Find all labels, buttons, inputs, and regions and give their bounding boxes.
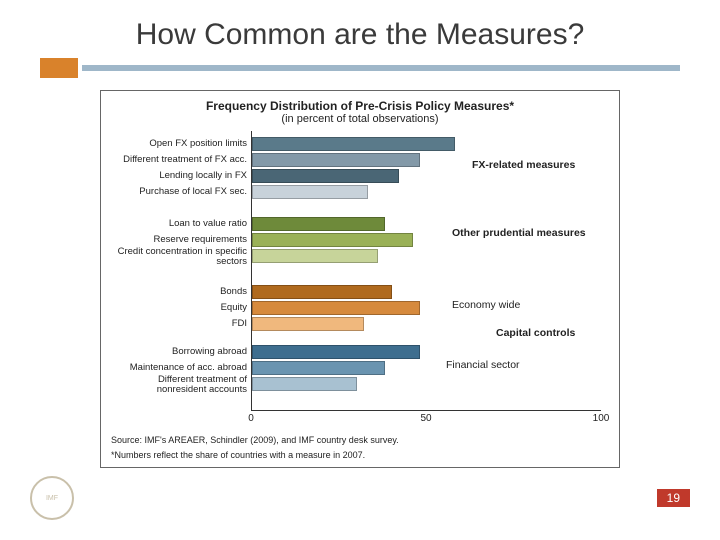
rule-line <box>82 65 680 71</box>
y-axis-label: Reserve requirements <box>111 235 247 245</box>
y-axis-label: Loan to value ratio <box>111 219 247 229</box>
y-axis-label: Different treatment of nonresident accou… <box>111 375 247 395</box>
bar <box>252 317 364 331</box>
chart-title: Frequency Distribution of Pre-Crisis Pol… <box>111 99 609 113</box>
chart-source: Source: IMF's AREAER, Schindler (2009), … <box>111 435 609 446</box>
group-label: Financial sector <box>446 359 520 371</box>
y-axis-label: Open FX position limits <box>111 139 247 149</box>
page-number: 19 <box>657 489 690 507</box>
bar <box>252 361 385 375</box>
bar <box>252 169 399 183</box>
y-axis-label: Maintenance of acc. abroad <box>111 363 247 373</box>
bar <box>252 377 357 391</box>
bar <box>252 217 385 231</box>
logo-icon: IMF <box>30 476 74 520</box>
chart-plot: Open FX position limits Different treatme… <box>111 131 609 431</box>
slide-footer: IMF 19 <box>0 476 720 520</box>
bar <box>252 345 420 359</box>
x-tick: 0 <box>248 413 254 424</box>
y-axis-label: Bonds <box>111 287 247 297</box>
group-label: FX-related measures <box>472 159 575 171</box>
y-axis-labels: Open FX position limits Different treatme… <box>111 131 251 431</box>
chart-subtitle: (in percent of total observations) <box>111 113 609 125</box>
group-label: Economy wide <box>452 299 520 311</box>
group-label: Capital controls <box>496 327 575 339</box>
title-rule <box>40 58 680 78</box>
bar <box>252 285 392 299</box>
y-axis-label: FDI <box>111 319 247 329</box>
chart-note: *Numbers reflect the share of countries … <box>111 450 609 461</box>
y-axis-label: Equity <box>111 303 247 313</box>
y-axis-label: Borrowing abroad <box>111 347 247 357</box>
x-tick: 50 <box>420 413 431 424</box>
bar <box>252 249 378 263</box>
x-tick: 100 <box>593 413 610 424</box>
rule-accent-block <box>40 58 78 78</box>
y-axis-label: Credit concentration in specific sectors <box>111 247 247 267</box>
y-axis-label: Purchase of local FX sec. <box>111 187 247 197</box>
y-axis-label: Lending locally in FX <box>111 171 247 181</box>
bar <box>252 153 420 167</box>
group-label: Other prudential measures <box>452 227 586 239</box>
bar <box>252 137 455 151</box>
chart-container: Frequency Distribution of Pre-Crisis Pol… <box>100 90 620 468</box>
bar <box>252 233 413 247</box>
x-axis-ticks: 050100 <box>251 413 601 431</box>
bar <box>252 185 368 199</box>
bars-area: FX-related measures Other prudential meas… <box>251 131 601 411</box>
y-axis-label: Different treatment of FX acc. <box>111 155 247 165</box>
bar <box>252 301 420 315</box>
slide-title: How Common are the Measures? <box>40 18 680 52</box>
